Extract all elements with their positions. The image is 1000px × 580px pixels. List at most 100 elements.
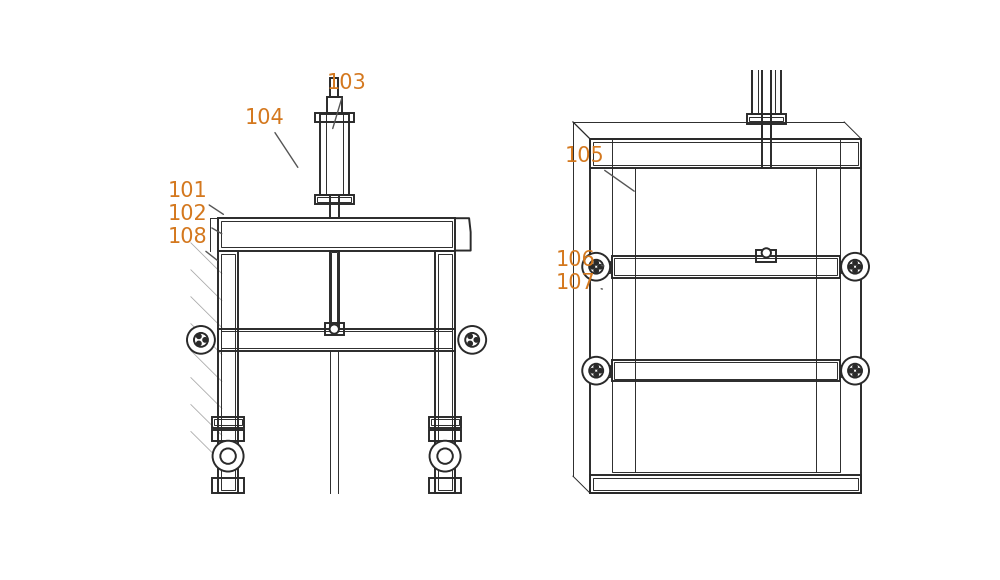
Bar: [598, 364, 610, 377]
Bar: [212, 417, 244, 427]
Text: 103: 103: [326, 73, 366, 129]
Bar: [212, 430, 244, 441]
Circle shape: [458, 326, 486, 354]
Text: 104: 104: [245, 107, 298, 168]
Circle shape: [853, 372, 857, 376]
Text: 106: 106: [556, 250, 604, 270]
Bar: [315, 195, 354, 204]
Circle shape: [194, 333, 208, 347]
Bar: [762, 114, 771, 139]
Circle shape: [849, 369, 853, 372]
Bar: [612, 256, 840, 277]
Bar: [315, 113, 354, 122]
Circle shape: [437, 448, 453, 464]
Bar: [326, 97, 342, 113]
Circle shape: [582, 253, 610, 281]
Bar: [219, 455, 237, 469]
Circle shape: [594, 365, 598, 369]
Bar: [435, 251, 455, 493]
Bar: [471, 332, 478, 347]
Bar: [221, 331, 452, 349]
Bar: [212, 478, 244, 493]
Bar: [331, 252, 337, 328]
Circle shape: [590, 369, 594, 372]
Circle shape: [197, 334, 201, 338]
Bar: [593, 478, 858, 490]
Bar: [429, 478, 461, 493]
Bar: [614, 362, 837, 379]
Bar: [436, 455, 454, 469]
Text: 105: 105: [564, 146, 634, 191]
Circle shape: [841, 357, 869, 385]
Bar: [614, 258, 837, 275]
Bar: [841, 260, 854, 273]
Circle shape: [220, 448, 236, 464]
Circle shape: [762, 248, 771, 258]
Bar: [593, 142, 858, 165]
Bar: [841, 364, 854, 377]
Bar: [752, 34, 781, 114]
Bar: [590, 139, 861, 493]
Circle shape: [197, 342, 201, 346]
Bar: [218, 218, 455, 251]
Circle shape: [853, 261, 857, 265]
Circle shape: [468, 334, 472, 338]
Bar: [590, 474, 861, 493]
Circle shape: [594, 261, 598, 265]
Text: 107: 107: [556, 273, 602, 293]
Circle shape: [203, 338, 207, 342]
Circle shape: [330, 324, 339, 334]
Bar: [320, 114, 349, 195]
Bar: [598, 260, 610, 273]
Bar: [762, 45, 771, 168]
Circle shape: [594, 269, 598, 273]
Circle shape: [848, 364, 862, 378]
Bar: [756, 250, 776, 262]
Circle shape: [589, 364, 603, 378]
Circle shape: [848, 260, 862, 274]
Bar: [221, 222, 452, 248]
Bar: [438, 253, 452, 490]
Bar: [429, 430, 461, 441]
Bar: [612, 360, 840, 382]
Circle shape: [849, 265, 853, 269]
Bar: [429, 417, 461, 427]
Circle shape: [857, 369, 861, 372]
Circle shape: [841, 253, 869, 281]
Bar: [221, 253, 235, 490]
Text: 108: 108: [168, 227, 217, 260]
Circle shape: [598, 265, 602, 269]
Circle shape: [468, 342, 472, 346]
Bar: [612, 139, 840, 472]
Circle shape: [474, 338, 478, 342]
Circle shape: [187, 326, 215, 354]
Text: 102: 102: [168, 204, 222, 234]
Bar: [317, 197, 351, 202]
Circle shape: [598, 369, 602, 372]
Bar: [759, 16, 774, 32]
Circle shape: [594, 372, 598, 376]
Bar: [762, 0, 770, 16]
Circle shape: [857, 265, 861, 269]
Bar: [747, 32, 786, 41]
Bar: [218, 329, 455, 351]
Bar: [218, 251, 238, 493]
Bar: [195, 332, 202, 347]
Bar: [330, 251, 339, 329]
Circle shape: [590, 265, 594, 269]
Bar: [214, 419, 242, 425]
Circle shape: [582, 357, 610, 385]
Circle shape: [853, 365, 857, 369]
Bar: [747, 114, 786, 124]
Bar: [749, 117, 783, 121]
Circle shape: [853, 269, 857, 273]
Bar: [330, 78, 338, 97]
Bar: [590, 139, 861, 168]
Bar: [330, 195, 339, 218]
Circle shape: [430, 441, 461, 472]
Bar: [325, 323, 344, 335]
Circle shape: [589, 260, 603, 274]
Bar: [431, 419, 459, 425]
Text: 101: 101: [168, 180, 223, 215]
Circle shape: [465, 333, 479, 347]
